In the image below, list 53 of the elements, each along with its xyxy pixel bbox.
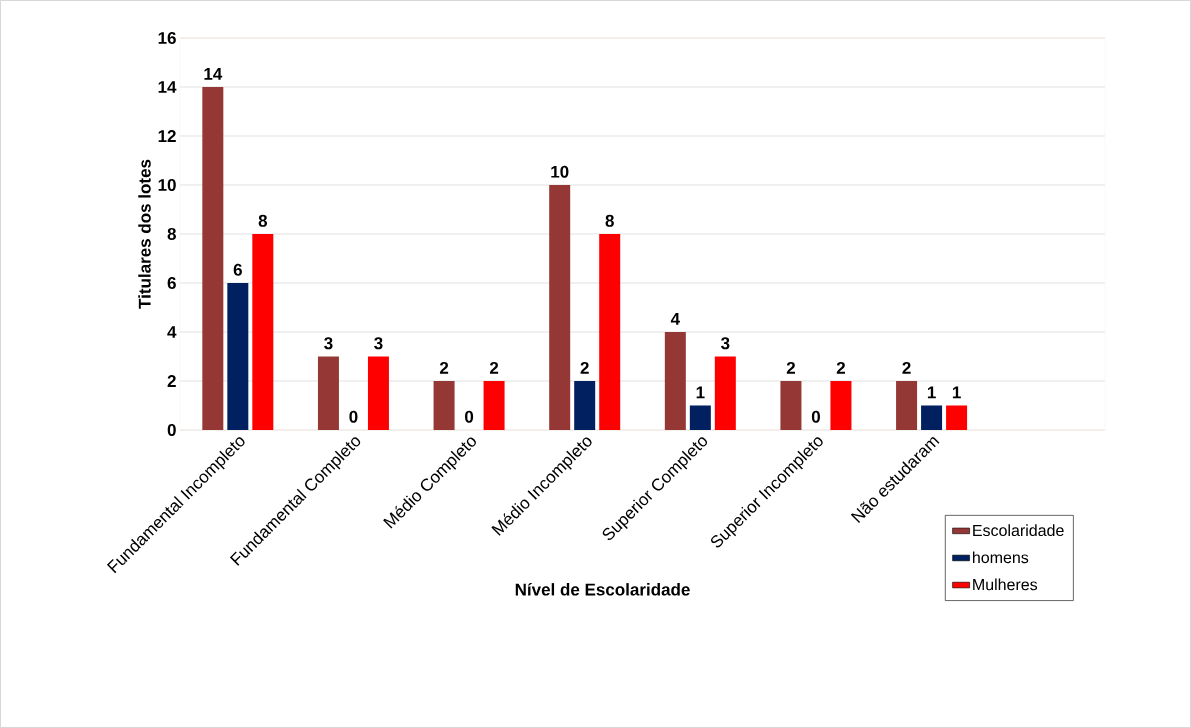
- bar: [367, 356, 389, 430]
- legend-label: Mulheres: [973, 578, 1038, 591]
- data-label: 8: [258, 214, 268, 227]
- bar: [433, 380, 455, 430]
- bar: [830, 380, 852, 430]
- data-label: 14: [204, 68, 223, 80]
- data-label: 3: [374, 337, 383, 350]
- data-label: 4: [670, 313, 680, 325]
- y-axis-title: Titulares dos lotes: [138, 159, 151, 309]
- bar: [896, 380, 918, 430]
- x-axis-title: Nível de Escolaridade: [515, 582, 690, 596]
- y-tick-label: 12: [158, 130, 176, 142]
- y-tick-label: 2: [167, 375, 176, 387]
- data-label: 3: [324, 337, 333, 350]
- y-tick-label: 14: [158, 81, 177, 93]
- data-label: 2: [439, 361, 449, 374]
- bar: [549, 184, 571, 430]
- data-label: 2: [489, 361, 499, 374]
- data-label: 10: [551, 165, 569, 178]
- data-label: 2: [902, 361, 911, 374]
- bar: [714, 356, 736, 430]
- bar: [780, 380, 802, 430]
- data-label: 6: [233, 263, 242, 276]
- data-label: 0: [349, 410, 358, 423]
- bar: [921, 405, 943, 430]
- bar: [599, 233, 621, 430]
- y-tick-label: 10: [158, 178, 176, 192]
- legend-label: homens: [972, 551, 1029, 564]
- data-label: 3: [720, 337, 730, 350]
- y-tick-label: 6: [167, 276, 176, 290]
- data-label: 0: [465, 410, 474, 423]
- bar: [664, 331, 686, 430]
- data-label: 1: [952, 386, 961, 399]
- data-label: 2: [786, 361, 795, 374]
- data-label: 0: [811, 410, 820, 423]
- data-label: 2: [836, 361, 845, 374]
- data-label: 8: [605, 214, 614, 227]
- bar: [483, 380, 505, 430]
- bar: [227, 282, 249, 430]
- y-tick-label: 0: [167, 423, 176, 437]
- bar: [317, 356, 339, 430]
- y-tick-label: 4: [167, 326, 177, 338]
- bar: [946, 405, 968, 430]
- bar: [202, 86, 224, 430]
- bar: [252, 233, 274, 430]
- bar: [574, 380, 596, 430]
- bar: [689, 405, 711, 430]
- data-label: 1: [927, 386, 936, 399]
- y-tick-label: 8: [167, 227, 176, 241]
- data-label: 2: [580, 361, 589, 374]
- legend-label: Escolaridade: [973, 524, 1064, 537]
- data-label: 1: [696, 386, 705, 399]
- y-tick-label: 16: [158, 31, 176, 45]
